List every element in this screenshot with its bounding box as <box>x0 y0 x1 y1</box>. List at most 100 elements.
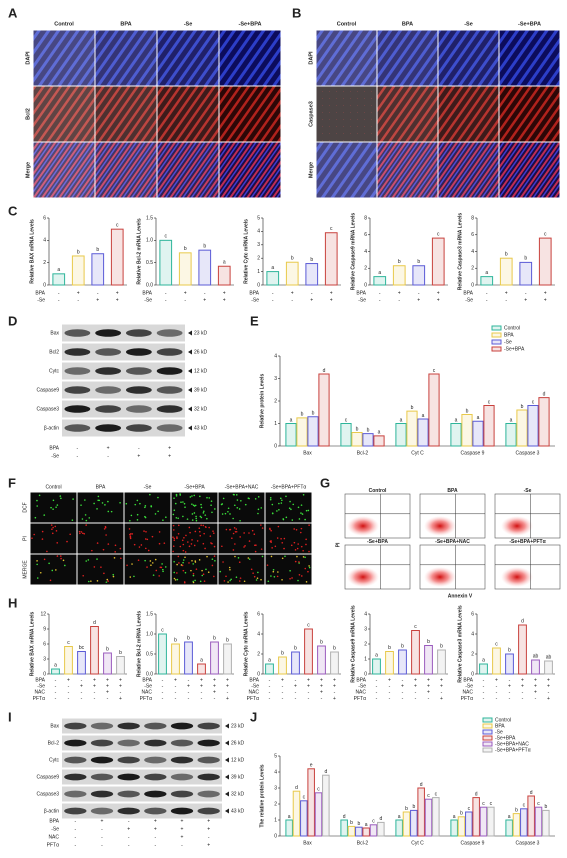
cell-dot <box>131 533 134 535</box>
cell-dot <box>114 544 117 547</box>
cell-dot <box>49 579 52 582</box>
significance-letter: a <box>477 415 480 421</box>
treatment-sign: - <box>55 677 57 683</box>
significance-letter: b <box>515 807 518 813</box>
event-cloud <box>347 516 379 536</box>
treatment-sign: + <box>414 684 417 690</box>
cell-dot <box>210 504 212 507</box>
treatment-sign: - <box>165 290 167 296</box>
treatment-sign: - <box>418 290 420 296</box>
treatment-name: BPA <box>49 445 59 451</box>
cell-dot <box>222 497 225 500</box>
blot-band <box>64 807 87 815</box>
significance-letter: a <box>422 413 425 419</box>
cell-dot <box>199 495 201 498</box>
y-tick-label: 1 <box>274 817 277 823</box>
cell-dot <box>146 566 148 568</box>
cell-dot <box>214 508 216 510</box>
micrograph <box>218 492 265 523</box>
cell-dot <box>270 541 272 543</box>
cell-dot <box>271 503 274 506</box>
cell-dot <box>274 545 277 548</box>
bar <box>103 652 112 675</box>
treatment-sign: + <box>106 690 109 696</box>
cell-dot <box>126 564 128 567</box>
cell-dot <box>213 575 215 578</box>
cell-dot <box>248 497 250 500</box>
cell-dot <box>155 569 158 572</box>
panel-label: I <box>8 709 12 724</box>
cell-dot <box>269 527 271 530</box>
row-label: DAPI <box>308 51 314 65</box>
blot-strip <box>62 786 222 802</box>
cell-dot <box>56 555 59 557</box>
micrograph <box>95 142 157 198</box>
cell-dot <box>206 517 208 520</box>
treatment-sign: + <box>547 684 550 690</box>
cell-dot <box>174 579 177 581</box>
treatment-sign: + <box>174 677 177 683</box>
treatment-sign: - <box>282 696 284 702</box>
treatment-sign: - <box>483 684 485 690</box>
treatment-name: BPA <box>356 677 366 683</box>
bar <box>392 265 406 286</box>
significance-letter: e <box>310 763 313 769</box>
significance-letter: c <box>165 234 168 240</box>
treatment-sign: - <box>107 696 109 702</box>
cell-dot <box>296 555 298 558</box>
significance-letter: c <box>414 624 417 630</box>
cell-dot <box>239 519 241 522</box>
cell-dot <box>195 515 197 518</box>
band-size: 32 kD <box>231 791 244 797</box>
cell-dot <box>51 528 53 531</box>
significance-letter: c <box>437 231 440 237</box>
plot-title: -Se+BPA <box>367 539 388 545</box>
cell-dot <box>248 532 250 534</box>
cell-dot <box>225 575 227 578</box>
blot-band <box>117 739 140 747</box>
y-tick-label: 0.0 <box>146 282 153 288</box>
cell-dot <box>175 495 178 497</box>
panel-label: F <box>8 475 16 490</box>
cell-dot <box>101 502 104 504</box>
treatment-sign: - <box>496 690 498 696</box>
bar <box>531 659 540 675</box>
y-axis-label: Relative BAX mRNA Levels <box>29 219 35 284</box>
significance-letter: d <box>295 785 298 791</box>
cell-dot <box>272 568 275 571</box>
treatment-sign: - <box>77 297 79 303</box>
blot-band <box>125 367 152 375</box>
bar <box>372 658 381 675</box>
blot-band <box>144 739 167 747</box>
significance-letter: a <box>271 265 274 271</box>
row-label: MERGE <box>22 560 28 579</box>
cell-dot <box>90 580 92 582</box>
y-axis-label: Relative Bcl-2 mRNA Levels <box>136 611 142 677</box>
treatment-name: -Se <box>251 684 259 690</box>
treatment-sign: + <box>333 684 336 690</box>
treatment-sign: - <box>483 677 485 683</box>
blot-band <box>64 348 91 356</box>
cell-dot <box>177 532 180 535</box>
bar <box>472 420 484 447</box>
blot-band <box>64 790 87 798</box>
x-tick-label: Bax <box>303 450 312 456</box>
cell-dot <box>224 512 227 515</box>
bar <box>355 826 363 837</box>
treatment-sign: - <box>188 696 190 702</box>
cell-dot <box>151 562 154 564</box>
blot-band <box>90 739 114 747</box>
significance-letter: b <box>411 405 414 411</box>
bar <box>411 630 420 675</box>
cell-dot <box>202 542 205 545</box>
micrograph <box>124 492 171 523</box>
treatment-sign: - <box>522 696 524 702</box>
cell-dot <box>184 551 187 553</box>
cell-dot <box>106 578 109 581</box>
band-label: Bax <box>50 723 59 729</box>
cell-dot <box>48 562 50 565</box>
cell-dot <box>189 531 191 534</box>
treatment-sign: + <box>294 684 297 690</box>
column-header: -Se+BPA <box>239 21 262 27</box>
